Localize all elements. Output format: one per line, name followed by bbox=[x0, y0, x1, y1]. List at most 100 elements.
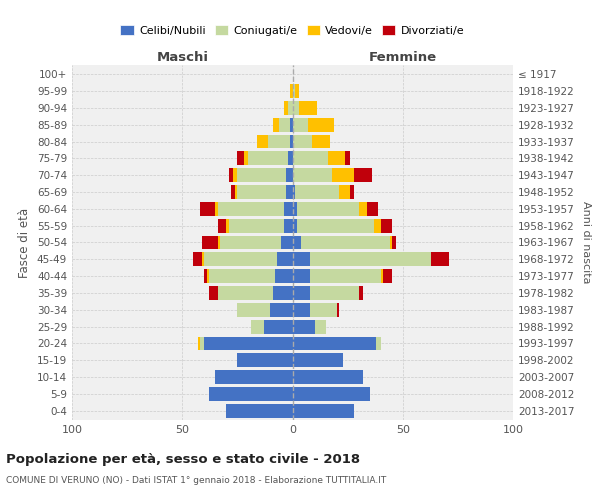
Bar bbox=[271, 303, 293, 316]
Bar bbox=[226, 404, 293, 417]
Bar bbox=[272, 286, 293, 300]
Bar bbox=[359, 202, 367, 215]
Bar bbox=[238, 168, 286, 182]
Bar bbox=[238, 152, 244, 166]
Bar bbox=[301, 236, 389, 250]
Bar bbox=[204, 270, 206, 283]
Bar bbox=[328, 152, 346, 166]
Bar bbox=[293, 404, 354, 417]
Bar bbox=[235, 185, 238, 199]
Bar bbox=[204, 252, 277, 266]
Bar bbox=[218, 286, 272, 300]
Bar bbox=[202, 236, 218, 250]
Bar bbox=[204, 336, 293, 350]
Bar bbox=[392, 236, 396, 250]
Bar bbox=[290, 118, 293, 132]
Bar bbox=[229, 168, 233, 182]
Text: Popolazione per età, sesso e stato civile - 2018: Popolazione per età, sesso e stato civil… bbox=[6, 452, 360, 466]
Bar bbox=[295, 185, 339, 199]
Bar bbox=[293, 168, 332, 182]
Bar bbox=[286, 168, 293, 182]
Bar bbox=[293, 236, 301, 250]
Bar bbox=[218, 219, 226, 232]
Bar bbox=[313, 134, 330, 148]
Bar bbox=[238, 185, 286, 199]
Bar bbox=[293, 354, 343, 367]
Bar bbox=[268, 134, 290, 148]
Bar bbox=[193, 252, 202, 266]
Bar bbox=[251, 320, 264, 334]
Bar bbox=[209, 270, 275, 283]
Bar bbox=[284, 202, 293, 215]
Bar bbox=[284, 101, 288, 115]
Bar bbox=[248, 152, 288, 166]
Bar bbox=[293, 336, 376, 350]
Bar bbox=[293, 286, 310, 300]
Bar bbox=[293, 101, 299, 115]
Bar bbox=[381, 219, 392, 232]
Y-axis label: Anni di nascita: Anni di nascita bbox=[581, 201, 591, 284]
Text: COMUNE DI VERUNO (NO) - Dati ISTAT 1° gennaio 2018 - Elaborazione TUTTITALIA.IT: COMUNE DI VERUNO (NO) - Dati ISTAT 1° ge… bbox=[6, 476, 386, 485]
Bar bbox=[299, 101, 317, 115]
Bar bbox=[293, 320, 314, 334]
Bar bbox=[290, 84, 293, 98]
Bar bbox=[218, 202, 284, 215]
Bar bbox=[293, 118, 308, 132]
Bar bbox=[346, 152, 350, 166]
Bar bbox=[209, 387, 293, 401]
Bar bbox=[389, 236, 392, 250]
Bar bbox=[218, 236, 220, 250]
Bar bbox=[229, 219, 284, 232]
Bar bbox=[293, 370, 363, 384]
Bar bbox=[233, 168, 238, 182]
Bar bbox=[367, 202, 379, 215]
Text: Maschi: Maschi bbox=[156, 51, 208, 64]
Bar bbox=[293, 152, 328, 166]
Bar bbox=[310, 286, 359, 300]
Bar bbox=[284, 219, 293, 232]
Bar bbox=[308, 118, 334, 132]
Bar bbox=[293, 303, 310, 316]
Bar bbox=[297, 202, 359, 215]
Bar bbox=[220, 236, 281, 250]
Bar bbox=[209, 286, 218, 300]
Bar bbox=[215, 370, 293, 384]
Bar bbox=[206, 270, 209, 283]
Bar bbox=[200, 202, 215, 215]
Bar bbox=[337, 303, 339, 316]
Bar bbox=[281, 236, 293, 250]
Bar bbox=[288, 152, 293, 166]
Bar bbox=[277, 252, 293, 266]
Bar bbox=[257, 134, 268, 148]
Bar bbox=[264, 320, 293, 334]
Bar bbox=[275, 270, 293, 283]
Bar bbox=[431, 252, 449, 266]
Bar bbox=[350, 185, 354, 199]
Bar bbox=[293, 387, 370, 401]
Bar bbox=[215, 202, 218, 215]
Bar bbox=[197, 336, 200, 350]
Bar bbox=[359, 286, 363, 300]
Bar bbox=[354, 168, 372, 182]
Bar bbox=[231, 185, 235, 199]
Bar bbox=[288, 101, 293, 115]
Bar bbox=[293, 134, 313, 148]
Y-axis label: Fasce di età: Fasce di età bbox=[19, 208, 31, 278]
Bar bbox=[238, 354, 293, 367]
Bar bbox=[293, 270, 310, 283]
Bar bbox=[297, 219, 374, 232]
Bar bbox=[310, 270, 381, 283]
Bar bbox=[381, 270, 383, 283]
Bar bbox=[279, 118, 290, 132]
Bar bbox=[310, 252, 431, 266]
Bar bbox=[202, 252, 204, 266]
Bar bbox=[383, 270, 392, 283]
Bar bbox=[244, 152, 248, 166]
Bar bbox=[339, 185, 350, 199]
Text: Femmine: Femmine bbox=[368, 51, 437, 64]
Bar bbox=[295, 84, 299, 98]
Bar bbox=[293, 202, 297, 215]
Bar bbox=[286, 185, 293, 199]
Bar bbox=[238, 303, 271, 316]
Legend: Celibi/Nubili, Coniugati/e, Vedovi/e, Divorziati/e: Celibi/Nubili, Coniugati/e, Vedovi/e, Di… bbox=[116, 21, 469, 40]
